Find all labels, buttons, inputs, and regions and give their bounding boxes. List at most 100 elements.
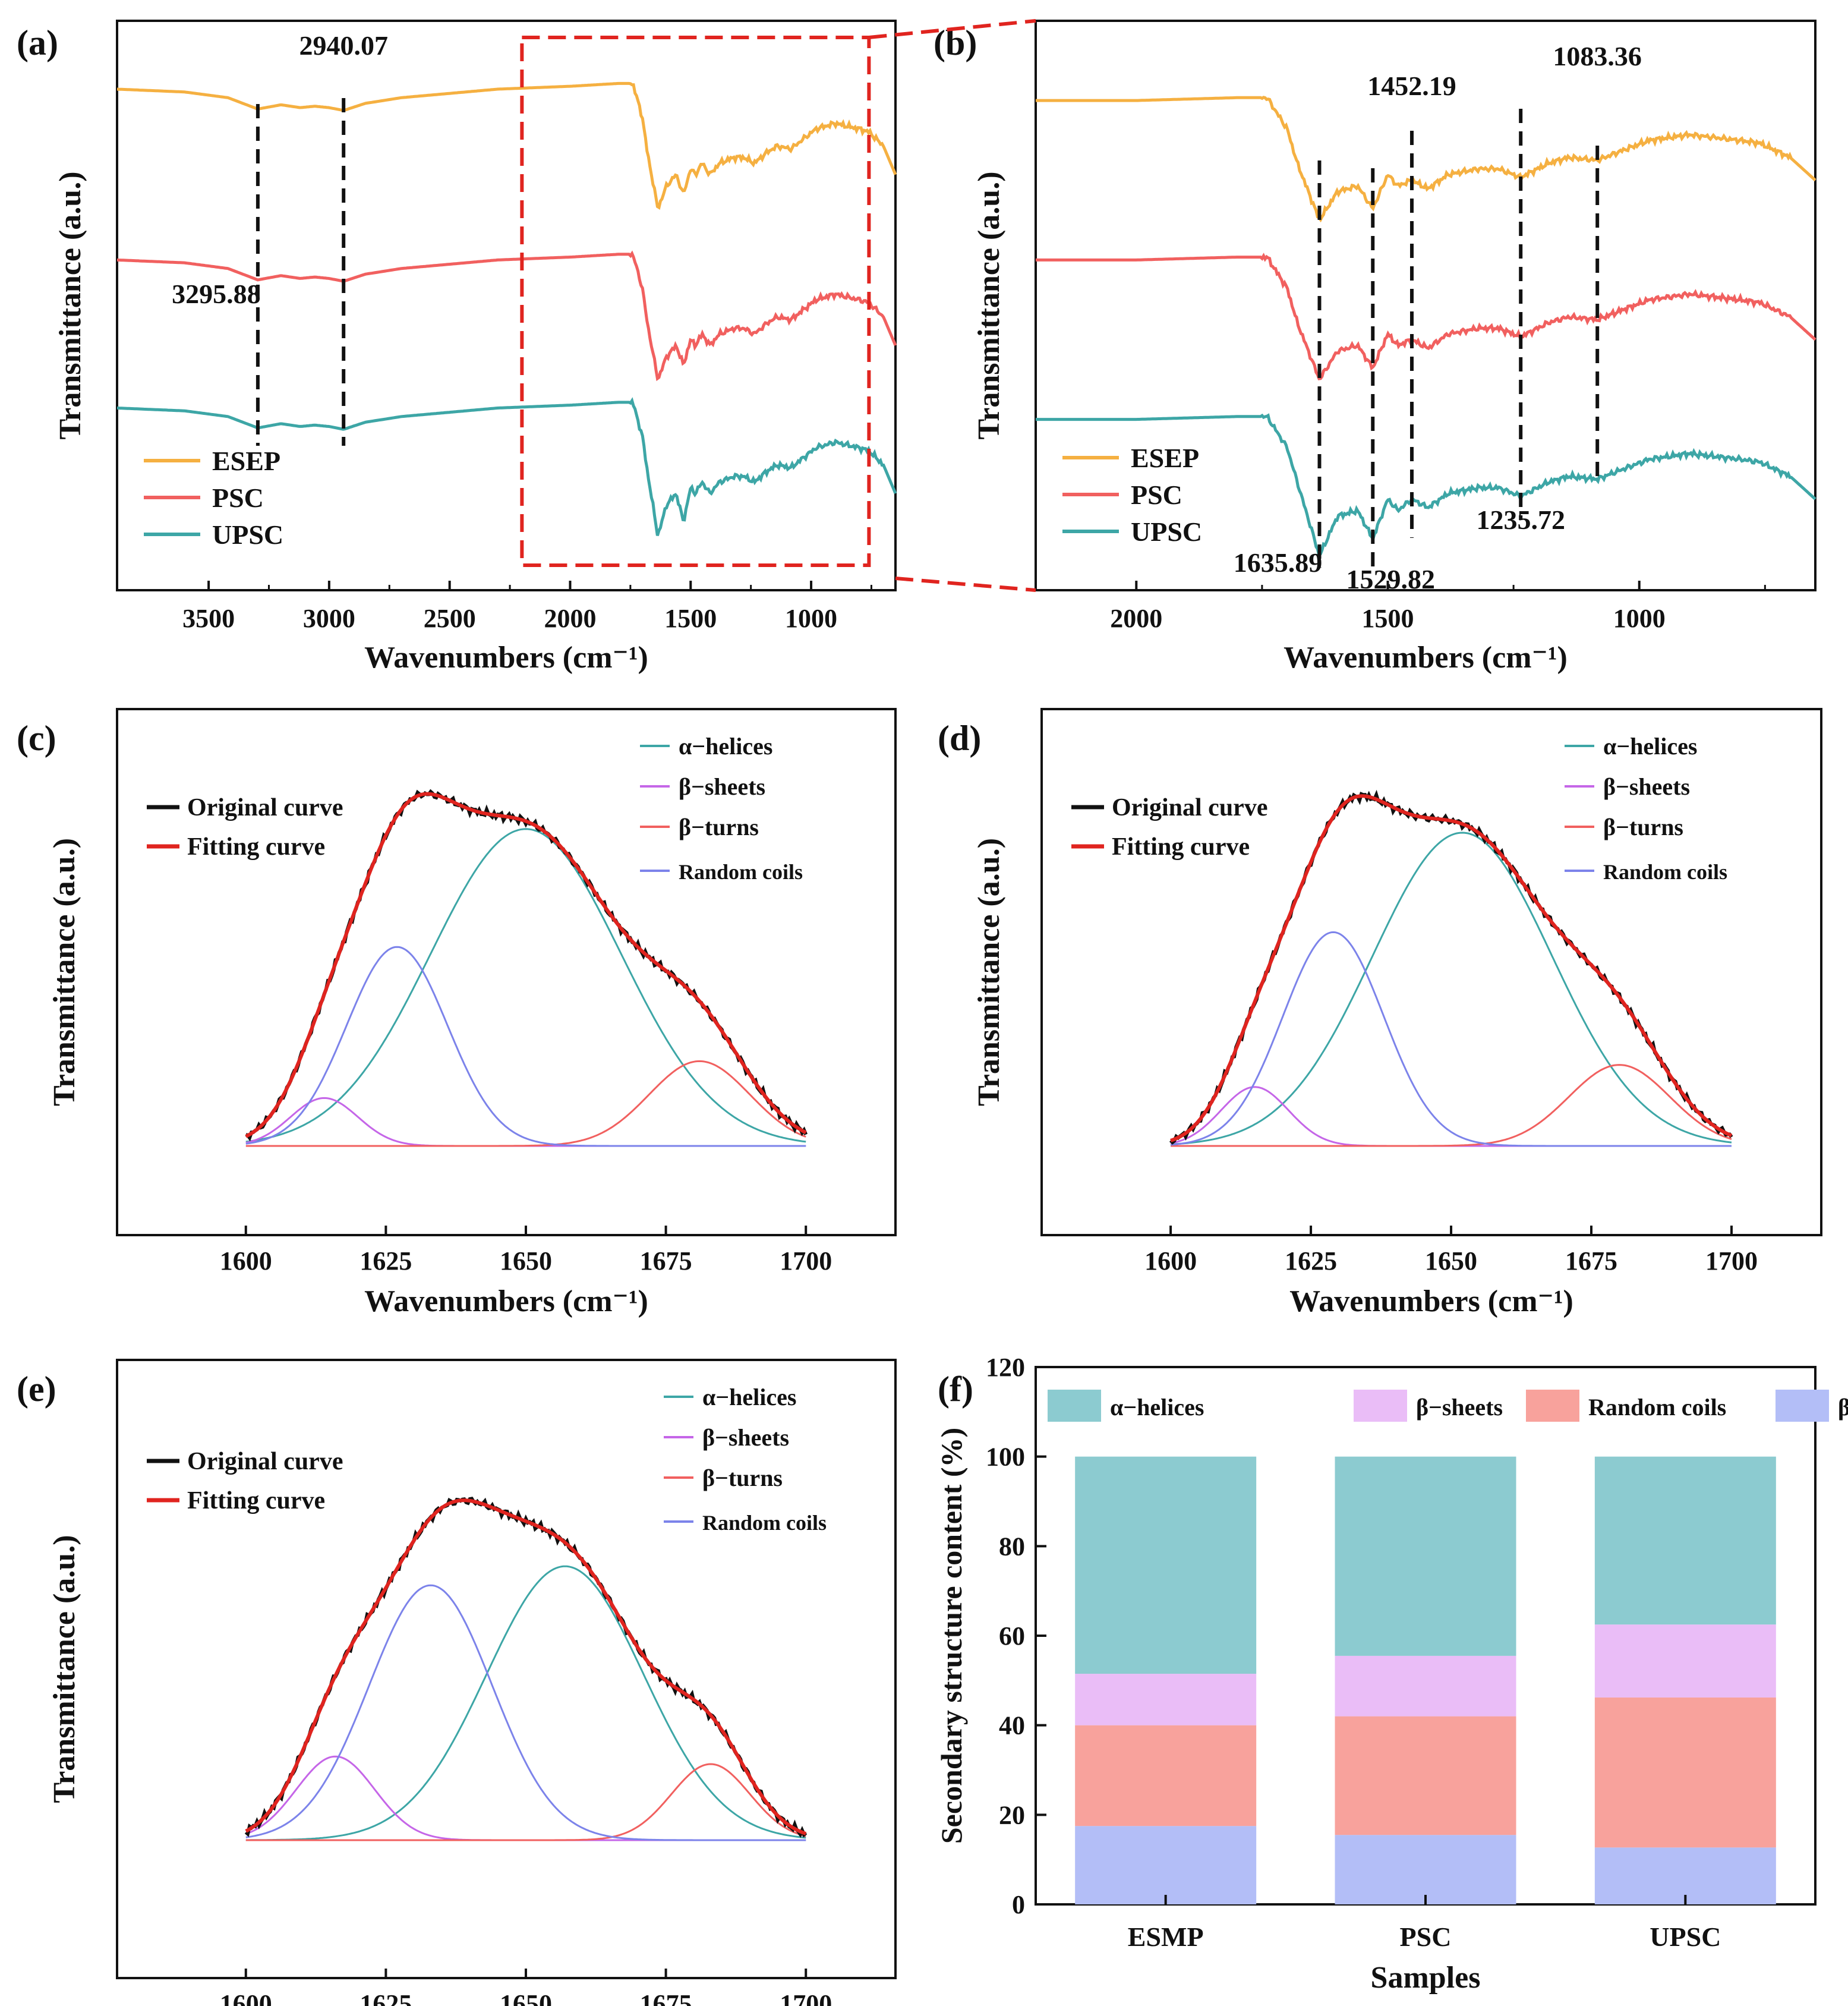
- component-curve: [245, 1565, 806, 1841]
- legend-label: β−sheets: [1416, 1394, 1503, 1421]
- y-axis-label: Transmittance (a.u.): [972, 838, 1006, 1106]
- zoom-box: [520, 36, 871, 567]
- component-curve: [245, 828, 806, 1143]
- x-tick-label: 1600: [1144, 1246, 1197, 1276]
- peak-label: 2940.07: [299, 30, 388, 61]
- component-curve: [1170, 1086, 1732, 1147]
- series-esep: [116, 81, 897, 210]
- component-curve: [245, 1584, 806, 1841]
- panel-label: (f): [938, 1369, 973, 1409]
- y-axis-label: Transmittance (a.u.): [972, 171, 1006, 439]
- x-tick-label: 1650: [500, 1989, 552, 2006]
- x-tick-label: PSC: [1400, 1922, 1452, 1952]
- x-tick-label: 1000: [785, 604, 837, 633]
- plot-frame: [116, 708, 897, 1236]
- panel-label: (c): [17, 719, 56, 758]
- zoom-line: [895, 577, 1036, 592]
- x-axis-label: Wavenumbers (cm⁻¹): [1289, 1284, 1573, 1318]
- component-curve: [1171, 832, 1732, 1145]
- bar-segment: [1594, 1624, 1776, 1698]
- x-tick-label: 3000: [303, 604, 355, 633]
- legend-label: Original curve: [187, 794, 343, 821]
- y-tick-label: 20: [999, 1800, 1025, 1829]
- panel-f: (f) 0 20 40 60 80 100 120 Secondary structure co…: [935, 1353, 1848, 1995]
- original-curve: [245, 789, 808, 1142]
- legend-label: PSC: [1131, 480, 1182, 510]
- x-tick-label: 2000: [544, 604, 596, 633]
- fitting-curve: [245, 1498, 807, 1835]
- legend-label: Fitting curve: [187, 833, 325, 861]
- legend-label: UPSC: [1131, 517, 1202, 547]
- legend-label: Random coils: [679, 860, 803, 884]
- peak-label: 1235.72: [1476, 505, 1565, 535]
- legend-label: β−turns: [702, 1465, 783, 1491]
- component-curve: [1171, 1064, 1732, 1147]
- legend-label: Original curve: [187, 1448, 343, 1475]
- legend-swatch: [1048, 1390, 1101, 1422]
- bar-segment: [1335, 1655, 1516, 1717]
- legend-label: β−sheets: [679, 773, 765, 800]
- legend-label: α−helices: [702, 1384, 796, 1410]
- legend-label: Random coils: [1603, 860, 1727, 884]
- legend-label: α−helices: [1603, 733, 1697, 760]
- legend-label: Original curve: [1112, 794, 1267, 821]
- panel-label: (e): [17, 1369, 56, 1409]
- x-tick-label: 1500: [664, 604, 717, 633]
- legend-label: ESEP: [212, 446, 280, 476]
- legend-label: UPSC: [212, 519, 283, 550]
- plot-frame: [116, 1359, 897, 1979]
- bar-segment: [1335, 1835, 1516, 1904]
- legend-label: ESEP: [1131, 443, 1199, 473]
- bar-segment: [1075, 1674, 1257, 1725]
- fitting-curve: [1170, 794, 1733, 1142]
- panel-a: (a) 3500 3000 2500 2000 1500 1000 Wavenumbers (…: [17, 20, 897, 675]
- legend-swatch: [1354, 1390, 1407, 1422]
- bar-segment: [1335, 1716, 1516, 1835]
- peak-label: 3295.88: [172, 279, 261, 309]
- bar-segment: [1075, 1725, 1257, 1827]
- series-psc: [1036, 253, 1817, 380]
- legend-swatch: [1776, 1390, 1829, 1422]
- y-tick-label: 40: [999, 1711, 1025, 1740]
- y-axis-label: Transmittance (a.u.): [48, 838, 81, 1106]
- original-curve: [1169, 789, 1733, 1145]
- y-tick-label: 100: [986, 1443, 1025, 1472]
- zoom-indicator: [520, 19, 1036, 592]
- peak-label: 1083.36: [1553, 41, 1642, 71]
- legend-label: β−turns: [1838, 1394, 1848, 1421]
- legend-label: β−sheets: [1603, 773, 1690, 800]
- series-esep: [1036, 96, 1817, 223]
- zoom-line: [869, 19, 1036, 39]
- legend-label: PSC: [212, 483, 264, 513]
- x-tick-label: 1625: [1285, 1246, 1337, 1276]
- plot-frame: [116, 20, 897, 591]
- bar-segment: [1075, 1456, 1257, 1674]
- component-curve: [1170, 931, 1732, 1147]
- y-tick-label: 60: [999, 1621, 1025, 1651]
- y-axis-label: Transmittance (a.u.): [48, 1535, 81, 1803]
- bar-segment: [1335, 1456, 1516, 1656]
- plot-frame: [1035, 20, 1817, 591]
- x-tick-label: 1600: [220, 1246, 272, 1276]
- peak-label: 1635.89: [1234, 547, 1323, 578]
- legend-label: α−helices: [1110, 1394, 1204, 1421]
- peak-label: 1452.19: [1367, 71, 1456, 101]
- original-curve: [244, 1497, 808, 1838]
- component-curve: [245, 946, 806, 1147]
- y-tick-label: 80: [999, 1532, 1025, 1561]
- x-tick-label: 1650: [1425, 1246, 1477, 1276]
- y-tick-label: 120: [986, 1353, 1025, 1382]
- legend-label: Fitting curve: [187, 1487, 325, 1514]
- x-axis-label: Samples: [1371, 1961, 1481, 1995]
- legend-label: β−turns: [679, 814, 759, 840]
- legend-label: β−sheets: [702, 1424, 789, 1451]
- panel-c: (c) 1600 1625 1650 1675 1700 Wavenumbers (cm⁻¹…: [17, 708, 897, 1318]
- component-curve: [245, 1060, 806, 1147]
- plot-frame: [1040, 708, 1822, 1236]
- x-tick-label: 1700: [1705, 1246, 1758, 1276]
- x-tick-label: 1650: [500, 1246, 552, 1276]
- x-tick-label: 2000: [1110, 604, 1162, 633]
